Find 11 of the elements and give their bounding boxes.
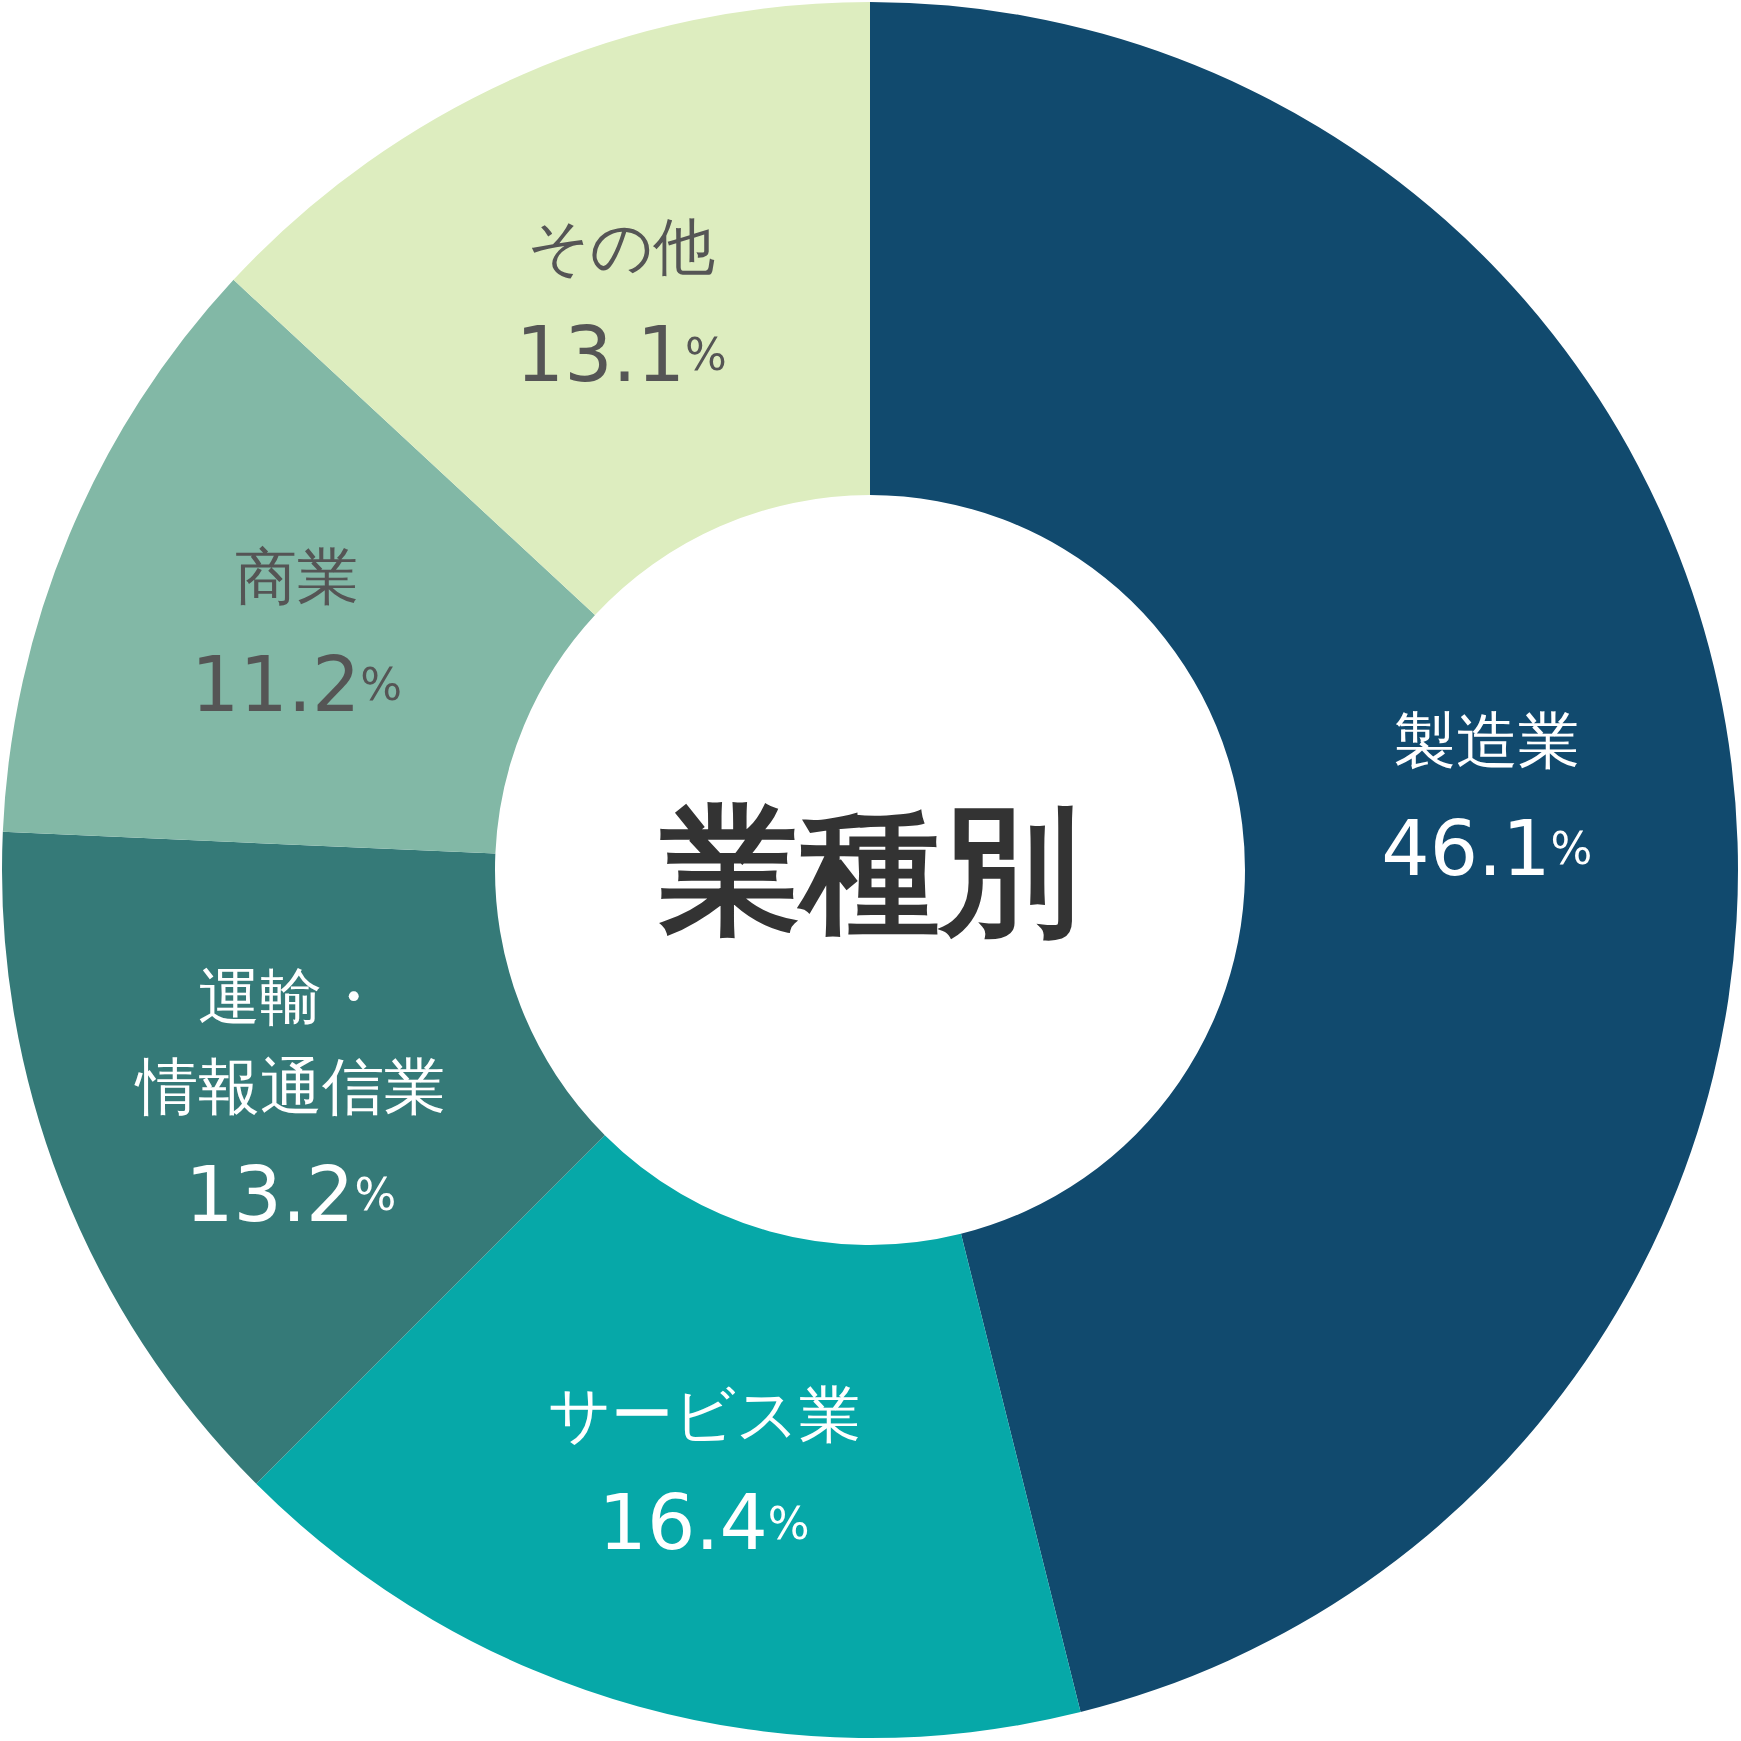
text: 業種別 — [659, 788, 1080, 952]
slice-label: 商業 — [234, 539, 359, 613]
data-label: 16.4% — [598, 1478, 810, 1568]
data-label: 46.1% — [1381, 803, 1593, 893]
slice-label: その他 — [527, 209, 716, 283]
data-label: 13.2% — [185, 1149, 397, 1239]
slice-label: サービス業 — [547, 1378, 861, 1452]
data-label: 13.1% — [515, 309, 727, 399]
data-label: 11.2% — [191, 639, 403, 729]
slice-label: 運輸・情報通信業 — [133, 959, 446, 1123]
slice-label: 製造業 — [1393, 703, 1580, 777]
